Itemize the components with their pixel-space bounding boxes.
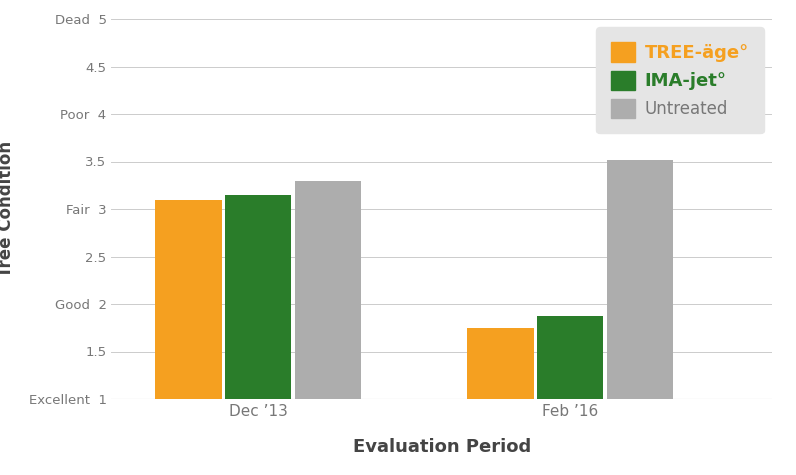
Bar [295, 180, 361, 399]
Legend: TREE-äge°, IMA-jet°, Untreated: TREE-äge°, IMA-jet°, Untreated [596, 28, 764, 133]
Bar [537, 316, 603, 399]
X-axis label: Evaluation Period: Evaluation Period [353, 438, 531, 456]
Bar [155, 200, 221, 399]
Bar [607, 160, 673, 399]
Bar [225, 195, 291, 399]
Bar [467, 328, 533, 399]
Y-axis label: Tree Condition: Tree Condition [0, 141, 14, 277]
